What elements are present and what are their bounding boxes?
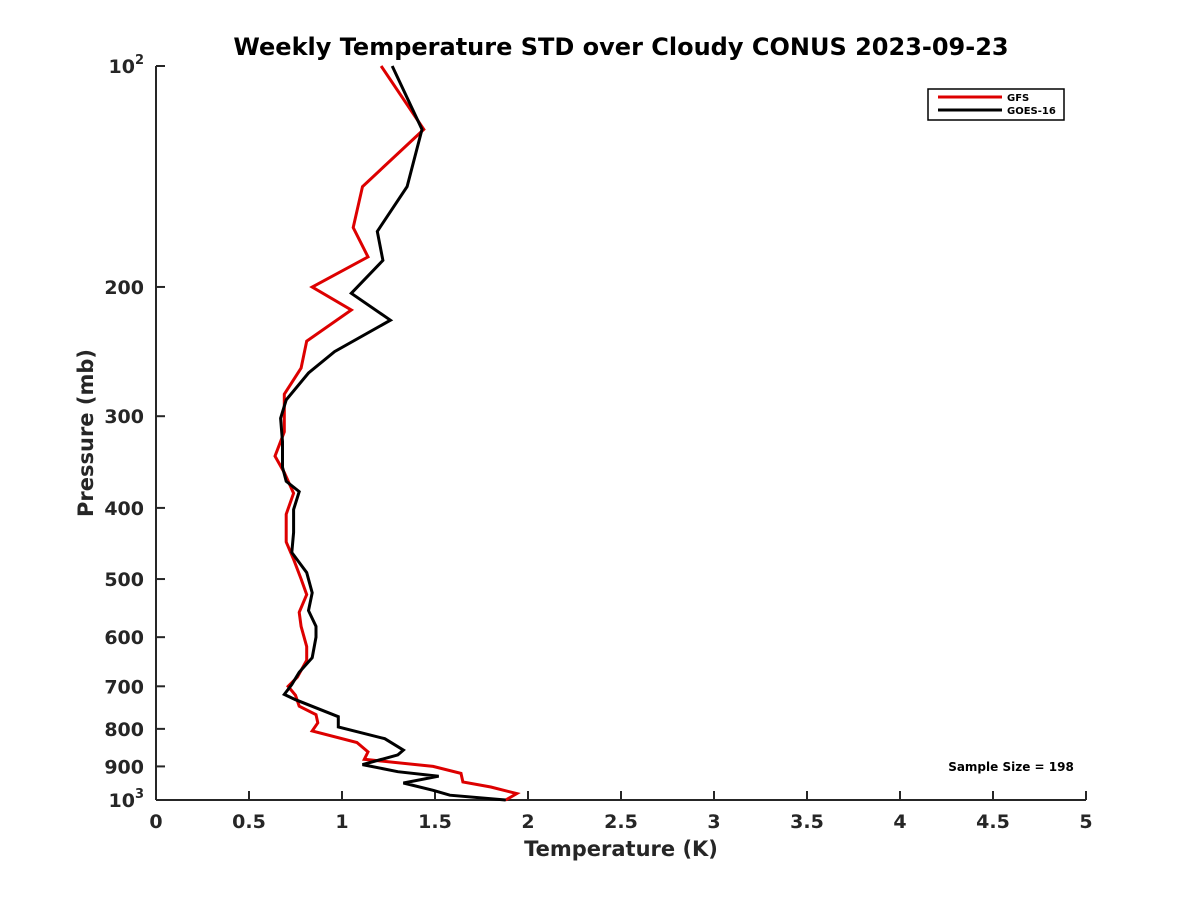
- legend-label-gfs: GFS: [1007, 93, 1029, 104]
- x-tick-label: 3: [707, 811, 720, 833]
- x-tick-label: 1: [335, 811, 348, 833]
- y-tick-label: 600: [104, 627, 144, 649]
- plot-area: 0 0.5 1 1.5 2 2.5 3 3.5 4 4.5 5 102 200 300 400 500 600…: [104, 53, 1092, 833]
- x-tick-label: 2: [521, 811, 534, 833]
- y-tick-label: 200: [104, 277, 144, 299]
- x-tick-label: 1.5: [418, 811, 452, 833]
- y-tick-label: 800: [104, 719, 144, 741]
- legend: GFS GOES-16: [927, 88, 1065, 121]
- y-ticks: 102 200 300 400 500 600 700 800 900 103: [104, 53, 165, 812]
- y-axis-label: Pressure (mb): [74, 349, 98, 517]
- x-tick-label: 3.5: [790, 811, 824, 833]
- series-lines: [273, 65, 521, 802]
- y-tick-label: 103: [109, 787, 145, 812]
- x-tick-label: 5: [1079, 811, 1092, 833]
- x-tick-label: 4: [893, 811, 906, 833]
- y-tick-label: 700: [104, 676, 144, 698]
- y-tick-label: 900: [104, 756, 144, 778]
- sample-size-annotation: Sample Size = 198: [948, 760, 1074, 774]
- legend-box: [927, 88, 1065, 121]
- series-line-gfs: [273, 65, 521, 802]
- x-axis-label: Temperature (K): [524, 837, 718, 861]
- x-tick-label: 0: [149, 811, 162, 833]
- y-tick-label: 102: [109, 53, 145, 78]
- x-tick-label: 4.5: [976, 811, 1010, 833]
- y-tick-label: 300: [104, 406, 144, 428]
- x-ticks: 0 0.5 1 1.5 2 2.5 3 3.5 4 4.5 5: [149, 791, 1093, 833]
- y-tick-label: 500: [104, 569, 144, 591]
- x-tick-label: 0.5: [232, 811, 266, 833]
- x-tick-label: 2.5: [604, 811, 638, 833]
- legend-label-goes16: GOES-16: [1007, 106, 1056, 117]
- series-line-goes-16: [279, 65, 506, 802]
- y-tick-label: 400: [104, 498, 144, 520]
- chart-title: Weekly Temperature STD over Cloudy CONUS…: [233, 33, 1008, 61]
